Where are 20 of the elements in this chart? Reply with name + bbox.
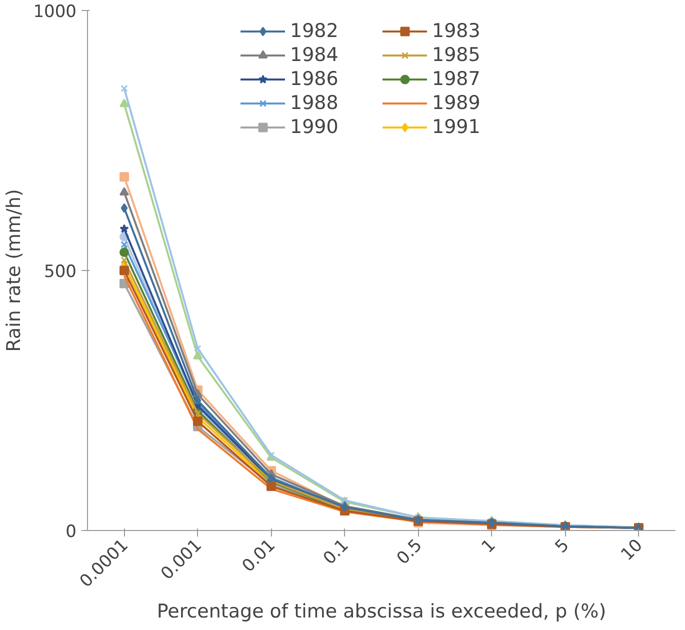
legend-label: 1983 [432, 20, 482, 42]
legend-label: 1989 [432, 92, 482, 114]
y-tick-label: 1000 [33, 2, 76, 22]
x-tick-label: 1 [478, 535, 500, 558]
legend-label: 1988 [290, 92, 340, 114]
legend-label: 1985 [432, 44, 482, 66]
x-tick-label: 0.5 [393, 535, 426, 569]
x-tick-label: 5 [552, 535, 574, 558]
y-axis-title: Rain rate (mm/h) [3, 189, 26, 352]
legend-label: 1991 [432, 116, 482, 138]
x-axis-title: Percentage of time abscissa is exceeded, p (%) [156, 600, 606, 623]
legend-label: 1984 [290, 44, 340, 66]
y-tick-label: 0 [66, 522, 77, 542]
legend-label: 1987 [432, 68, 482, 90]
legend-label: 1986 [290, 68, 340, 90]
legend-label: 1990 [290, 116, 340, 138]
y-tick-label: 500 [44, 262, 77, 282]
x-tick-label: 0.1 [320, 535, 353, 569]
x-tick-label: 10 [617, 535, 647, 565]
legend-label: 1982 [290, 20, 340, 42]
